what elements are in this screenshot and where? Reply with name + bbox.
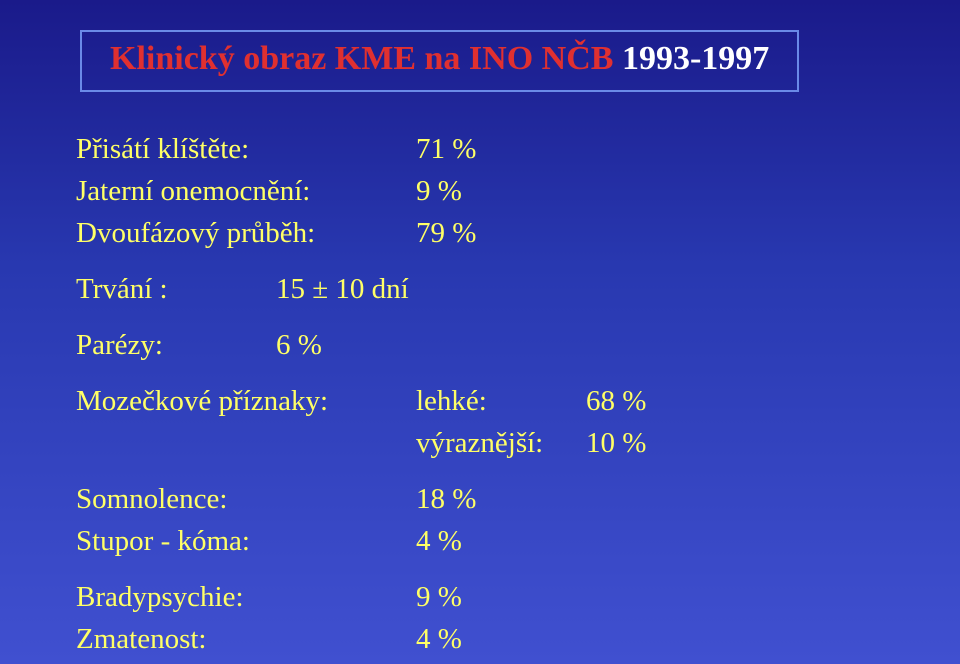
row-zmatenost: Zmatenost: 4 % (76, 618, 890, 660)
label-zmatenost: Zmatenost: (76, 618, 416, 660)
title-years-text: 1993-1997 (613, 40, 769, 77)
value-zmatenost: 4 % (416, 618, 576, 660)
mozeckove-sub1-label: lehké: (416, 380, 586, 422)
title-red-text: Klinický obraz KME na INO NČB (110, 40, 613, 77)
label-parezy: Parézy: (76, 324, 276, 366)
value-parezy: 6 % (276, 324, 322, 366)
row-mozeckove-2: výraznější: 10 % (76, 422, 890, 464)
label-mozeckove-empty (76, 422, 416, 464)
label-brady: Bradypsychie: (76, 576, 416, 618)
mozeckove-sub1-value: 68 % (586, 380, 646, 422)
label-trvani: Trvání : (76, 268, 276, 310)
row-dvoufaz: Dvoufázový průběh: 79 % (76, 212, 890, 254)
label-dvoufaz: Dvoufázový průběh: (76, 212, 416, 254)
label-mozeckove: Mozečkové příznaky: (76, 380, 416, 422)
row-jaterni: Jaterní onemocnění: 9 % (76, 170, 890, 212)
row-organicky: Organický psychosyndrom: 3 % (hlavně hal… (76, 661, 890, 664)
value-somnolence: 18 % (416, 478, 576, 520)
mozeckove-sub2-value: 10 % (586, 422, 646, 464)
row-brady: Bradypsychie: 9 % (76, 576, 890, 618)
value-jaterni: 9 % (416, 170, 576, 212)
value-stupor: 4 % (416, 520, 576, 562)
value-dvoufaz: 79 % (416, 212, 576, 254)
row-prisati: Přisátí klíštěte: 71 % (76, 128, 890, 170)
label-stupor: Stupor - kóma: (76, 520, 416, 562)
mozeckove-sub2-label: výraznější: (416, 422, 586, 464)
row-trvani: Trvání : 15 ± 10 dní (76, 268, 890, 310)
label-jaterni: Jaterní onemocnění: (76, 170, 416, 212)
value-trvani: 15 ± 10 dní (276, 268, 409, 310)
row-stupor: Stupor - kóma: 4 % (76, 520, 890, 562)
slide-content: Přisátí klíštěte: 71 % Jaterní onemocněn… (76, 128, 890, 664)
label-somnolence: Somnolence: (76, 478, 416, 520)
slide: { "slide": { "background_gradient": ["#1… (0, 0, 960, 664)
row-parezy: Parézy: 6 % (76, 324, 890, 366)
label-prisati: Přisátí klíštěte: (76, 128, 416, 170)
label-organicky: Organický psychosyndrom: (76, 661, 456, 664)
title-box: Klinický obraz KME na INO NČB 1993-1997 (80, 30, 799, 92)
value-brady: 9 % (416, 576, 576, 618)
value-organicky: 3 % (hlavně halucinatorní) (456, 661, 771, 664)
value-prisati: 71 % (416, 128, 576, 170)
row-somnolence: Somnolence: 18 % (76, 478, 890, 520)
row-mozeckove-1: Mozečkové příznaky: lehké: 68 % (76, 380, 890, 422)
